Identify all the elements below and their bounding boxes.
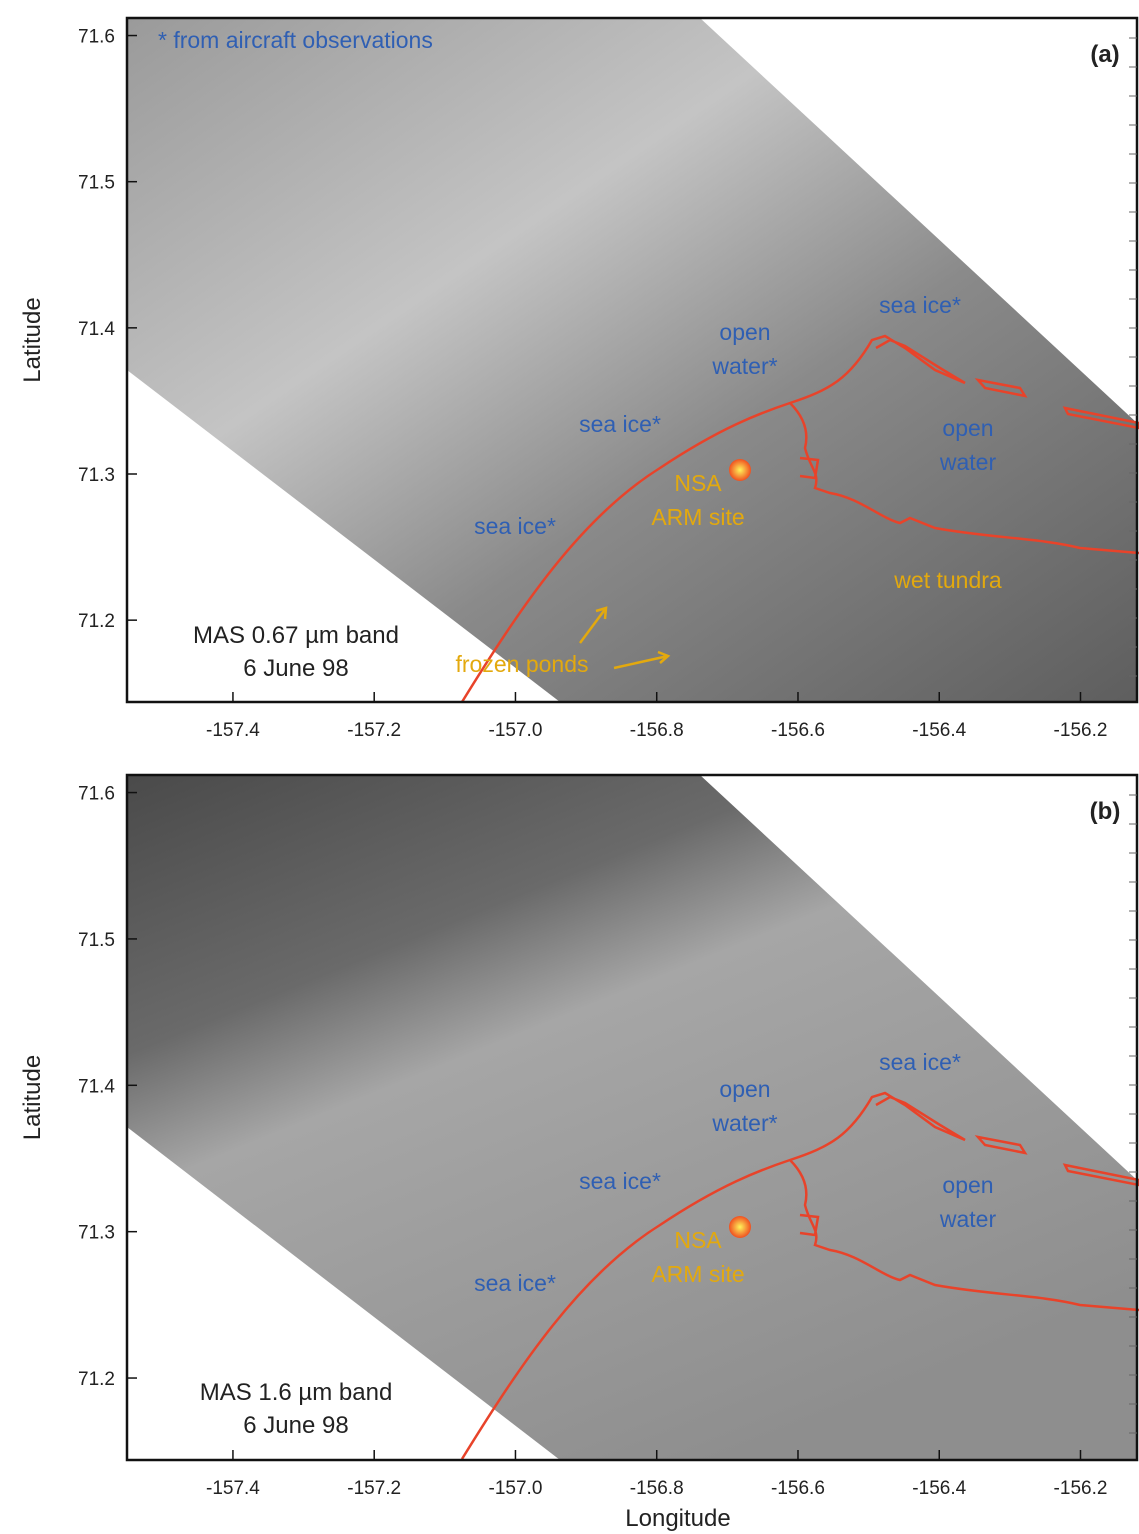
annotation: wet tundra <box>893 567 1002 593</box>
y-tick-label: 71.5 <box>78 930 115 951</box>
y-tick-label: 71.2 <box>78 1369 115 1390</box>
x-tick-label: -156.8 <box>630 720 684 741</box>
panel-label: (b) <box>1090 798 1121 825</box>
satellite-image <box>127 18 1137 702</box>
site-marker <box>729 459 751 481</box>
y-axis-label: Latitude <box>19 297 46 382</box>
figure: -157.4 -157.2 -157.0 -156.8 -156.6 -156.4 -156… <box>0 0 1139 1534</box>
annotation: sea ice* <box>879 1049 961 1075</box>
panel: -157.4 -157.2 -157.0 -156.8 -156.6 -156.4 -156… <box>19 775 1139 1532</box>
annotation: open <box>719 1076 770 1102</box>
site-marker <box>729 1216 751 1238</box>
annotation: water <box>939 449 997 475</box>
satellite-image <box>127 775 1137 1460</box>
x-tick-label: -157.0 <box>489 720 543 741</box>
x-tick-label: -156.2 <box>1054 720 1108 741</box>
band-label: 6 June 98 <box>243 1412 348 1439</box>
y-tick-label: 71.6 <box>78 784 115 805</box>
annotation: NSA <box>674 470 722 496</box>
annotation: open <box>942 415 993 441</box>
note: * from aircraft observations <box>158 27 433 53</box>
x-tick-label: -156.6 <box>771 1478 825 1499</box>
x-tick-label: -156.2 <box>1054 1478 1108 1499</box>
y-tick-label: 71.2 <box>78 611 115 632</box>
y-tick-label: 71.3 <box>78 1223 115 1244</box>
x-tick-label: -157.4 <box>206 720 260 741</box>
x-tick-label: -156.8 <box>630 1478 684 1499</box>
x-tick-label: -157.2 <box>347 720 401 741</box>
band-label: 6 June 98 <box>243 655 348 682</box>
annotation: open <box>719 319 770 345</box>
annotation: water* <box>711 1110 777 1136</box>
band-label: MAS 1.6 µm band <box>200 1379 393 1406</box>
annotation: open <box>942 1172 993 1198</box>
panel-label: (a) <box>1090 41 1119 68</box>
annotation: water* <box>711 353 777 379</box>
panel: -157.4 -157.2 -157.0 -156.8 -156.6 -156.4 -156… <box>19 18 1139 741</box>
x-tick-label: -156.4 <box>912 1478 966 1499</box>
y-axis-label: Latitude <box>19 1055 46 1140</box>
y-tick-label: 71.6 <box>78 27 115 48</box>
annotation: sea ice* <box>474 513 556 539</box>
x-tick-label: -156.4 <box>912 720 966 741</box>
x-tick-label: -157.2 <box>347 1478 401 1499</box>
y-tick-label: 71.4 <box>78 1076 115 1097</box>
annotation: NSA <box>674 1227 722 1253</box>
band-label: MAS 0.67 µm band <box>193 622 399 649</box>
annotation: ARM site <box>651 1261 744 1287</box>
x-tick-label: -156.6 <box>771 720 825 741</box>
x-axis-label: Longitude <box>625 1505 730 1532</box>
annotation: ARM site <box>651 504 744 530</box>
annotation: sea ice* <box>474 1270 556 1296</box>
annotation: sea ice* <box>579 1168 661 1194</box>
y-tick-label: 71.4 <box>78 319 115 340</box>
annotation: water <box>939 1206 997 1232</box>
x-tick-label: -157.0 <box>489 1478 543 1499</box>
annotation: sea ice* <box>579 411 661 437</box>
annotation: sea ice* <box>879 292 961 318</box>
annotation: frozen ponds <box>456 651 589 677</box>
y-tick-label: 71.3 <box>78 465 115 486</box>
x-tick-label: -157.4 <box>206 1478 260 1499</box>
y-tick-label: 71.5 <box>78 173 115 194</box>
